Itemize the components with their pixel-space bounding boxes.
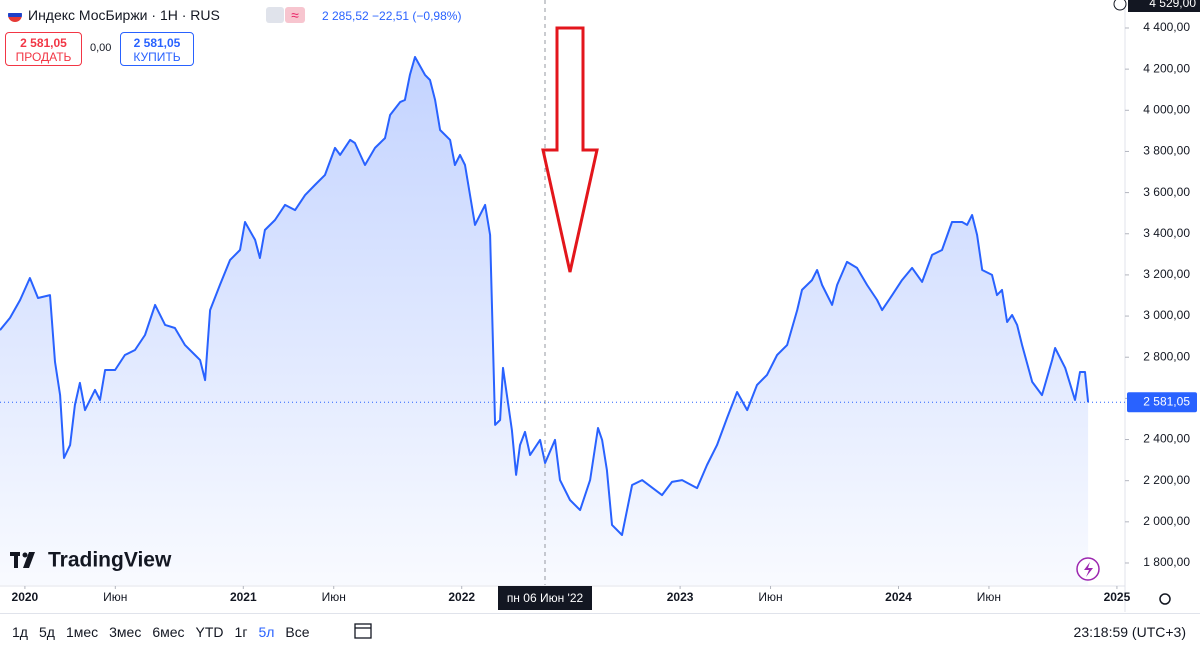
area (0, 57, 1089, 585)
x-tick-label: 2020 (12, 590, 39, 604)
toggle-b[interactable]: ≈ (285, 7, 305, 23)
last-price-label: 2 581,05 (1143, 394, 1190, 408)
crosshair-date-box (498, 586, 592, 610)
period-button[interactable]: 3мес (109, 624, 142, 640)
y-tick-label: 4 200,00 (1143, 61, 1190, 75)
x-tick-label: Июн (322, 590, 346, 604)
brand-logo: TradingView (10, 549, 172, 572)
period-button[interactable]: Все (285, 624, 310, 640)
flag (8, 8, 22, 22)
sell-label: ПРОДАТЬ (15, 50, 72, 64)
date-range-icon[interactable] (352, 619, 376, 643)
period-button[interactable]: 1д (12, 624, 28, 640)
x-tick-label: 2024 (885, 590, 912, 604)
symbol-title: Индекс МосБиржи · 1H · RUS (28, 7, 220, 23)
arrow-drawing (541, 26, 599, 273)
period-button[interactable]: 5л (258, 624, 275, 640)
quote: 2 285,52 −22,51 (−0,98%) (322, 9, 462, 23)
y-tick-label: 2 000,00 (1143, 514, 1190, 528)
x-tick-label: Июн (977, 590, 1001, 604)
y-tick-label: 3 400,00 (1143, 226, 1190, 240)
y-tick-label: 3 600,00 (1143, 185, 1190, 199)
x-tick-label: 2021 (230, 590, 257, 604)
buy-price: 2 581,05 (133, 36, 181, 50)
buy-button[interactable]: 2 581,05 КУПИТЬ (120, 32, 194, 66)
y-tick-label: 4 000,00 (1143, 102, 1190, 116)
period-button[interactable]: 1мес (65, 624, 99, 640)
chart: пн 06 Июн '22 4 529,00 TradingView 1 800… (0, 0, 1200, 612)
y-tick-label: 2 200,00 (1143, 473, 1190, 487)
x-tick-label: 2023 (667, 590, 694, 604)
spread: 0,00 (90, 42, 112, 54)
flag-red (8, 17, 22, 22)
brand-name: TradingView (48, 549, 172, 572)
y-tick-label: 3 000,00 (1143, 308, 1190, 322)
clock: 23:18:59 (UTC+3) (1073, 624, 1186, 640)
logo-part (14, 552, 18, 568)
add-button[interactable] (1113, 0, 1127, 11)
logo-part (22, 552, 28, 558)
price-line (0, 56, 1090, 536)
last-price-box (1127, 392, 1197, 413)
crosshair-date-label: пн 06 Июн '22 (507, 591, 584, 605)
period-button[interactable]: YTD (195, 624, 224, 640)
y-tick-label: 1 800,00 (1143, 555, 1190, 569)
crosshair-price-label: 4 529,00 (1149, 0, 1196, 10)
y-tick-label: 2 400,00 (1143, 432, 1190, 446)
lightning-icon (1084, 562, 1093, 577)
logo-part (23, 552, 35, 568)
toggle-a[interactable] (266, 7, 284, 23)
x-tick-label: Июн (758, 590, 782, 604)
x-tick-label: Июн (103, 590, 127, 604)
crosshair-price-box (1128, 0, 1200, 12)
buy-label: КУПИТЬ (133, 50, 181, 64)
y-tick-label: 4 400,00 (1143, 20, 1190, 34)
period-button[interactable]: 5д (38, 624, 55, 640)
y-tick-label: 2 800,00 (1143, 349, 1190, 363)
x-tick-label: 2022 (448, 590, 475, 604)
y-tick-label: 3 200,00 (1143, 267, 1190, 281)
flag-blue (8, 13, 22, 17)
flag-white (8, 8, 22, 13)
calendar-icon (354, 623, 372, 639)
x-tick-label: 2025 (1104, 590, 1131, 604)
period-button[interactable]: 6мес (152, 624, 185, 640)
toolbar: 1д 5д 1мес 3мес 6мес YTD 1г 5л Все 23:18:59 (UTC… (0, 613, 1200, 646)
sell-price: 2 581,05 (20, 36, 67, 50)
settings-icon[interactable] (1159, 593, 1171, 605)
sell-button[interactable]: 2 581,05 ПРОДАТЬ (5, 32, 82, 66)
period-button[interactable]: 1г (234, 624, 248, 640)
y-tick-label: 3 800,00 (1143, 144, 1190, 158)
